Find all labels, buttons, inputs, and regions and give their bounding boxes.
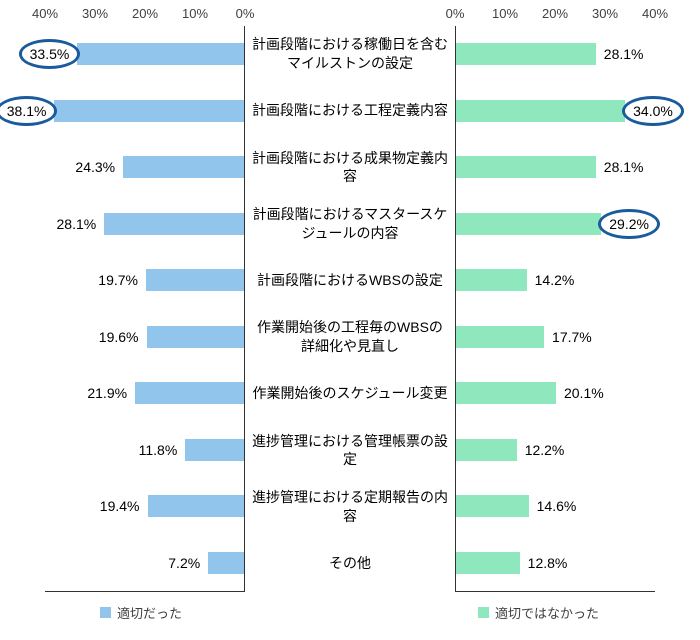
bar-row: 19.4% — [45, 478, 244, 535]
value-label: 24.3% — [75, 159, 116, 176]
legend-label-right: 適切ではなかった — [495, 606, 600, 621]
bar-left — [146, 269, 244, 292]
value-label: 19.4% — [99, 498, 140, 515]
bar-right — [456, 551, 520, 574]
right-plot-area: 28.1% 34.0% 28.1% 29.2% 14.2% 17.7% 20.1% 12.2%… — [455, 26, 684, 592]
bar-row: 7.2% — [45, 535, 244, 592]
bar-row: 14.2% — [456, 252, 655, 309]
value-label: 28.1% — [56, 215, 97, 232]
bar-left — [208, 551, 244, 574]
bar-row: 11.8% — [45, 422, 244, 479]
category-label: その他 — [329, 555, 371, 572]
category-label: 計画段階における工程定義内容 — [252, 102, 448, 119]
value-label: 12.2% — [524, 441, 565, 458]
bar-right — [456, 438, 517, 461]
legend-swatch-right — [478, 607, 489, 618]
axis-tick: 20% — [541, 6, 569, 21]
bar-right — [456, 495, 529, 518]
left-axis: 40% 30% 20% 10% 0% — [32, 6, 254, 22]
highlight-ellipse — [598, 208, 660, 239]
bar-row: 21.9% — [45, 365, 244, 422]
value-label: 29.2% — [598, 208, 660, 239]
bar-row: 19.7% — [45, 252, 244, 309]
value-label: 21.9% — [87, 385, 128, 402]
category-label: 計画段階におけるWBSの設定 — [257, 272, 443, 289]
bar-left — [77, 43, 244, 66]
value-label: 11.8% — [138, 441, 178, 458]
legend-label-left: 適切だった — [117, 606, 183, 621]
bar-right — [456, 325, 545, 348]
bar-left — [185, 438, 244, 461]
value-label: 33.5% — [18, 39, 81, 70]
category-label: 作業開始後の工程毎のWBSの詳細化や見直し — [257, 319, 443, 355]
value-label: 28.1% — [603, 159, 644, 176]
bar-right — [456, 156, 596, 179]
value-label: 12.8% — [527, 554, 568, 571]
bar-row: 29.2% — [456, 196, 660, 253]
value-label: 19.6% — [98, 328, 139, 345]
bar-left — [104, 212, 244, 235]
legend-right: 適切ではなかった — [478, 603, 599, 622]
value-label: 34.0% — [622, 95, 684, 126]
bar-right — [456, 212, 602, 235]
bar-right — [456, 99, 626, 122]
axis-tick: 10% — [491, 6, 519, 21]
left-plot-area: 33.5% 38.1% 24.3% 28.1% 19.7% 19.6% 21.9% 11.8%… — [0, 26, 245, 592]
bar-left — [147, 495, 244, 518]
bar-row: 17.7% — [456, 309, 655, 366]
bar-row: 19.6% — [45, 309, 244, 366]
bar-left — [123, 156, 244, 179]
category-labels-column: 計画段階における稼働日を含むマイルストンの設定 計画段階における工程定義内容 計画段… — [246, 26, 454, 592]
bar-right — [456, 269, 527, 292]
axis-tick: 0% — [445, 6, 465, 21]
highlight-ellipse — [622, 95, 684, 126]
axis-tick: 40% — [641, 6, 669, 21]
value-label: 17.7% — [552, 328, 592, 345]
bar-left — [135, 382, 244, 405]
axis-tick: 30% — [81, 6, 109, 21]
bar-row: 38.1% — [0, 83, 244, 140]
highlight-ellipse — [18, 39, 81, 70]
value-label: 7.2% — [168, 554, 201, 571]
legend-swatch-left — [100, 607, 111, 618]
category-label: 進捗管理における管理帳票の設定 — [252, 432, 448, 468]
bar-row: 28.1% — [456, 26, 655, 83]
highlight-ellipse — [0, 95, 58, 126]
bar-row: 12.8% — [456, 535, 655, 592]
bar-row: 24.3% — [45, 139, 244, 196]
category-label: 計画段階における稼働日を含むマイルストンの設定 — [252, 36, 448, 72]
category-label: 計画段階における成果物定義内容 — [252, 149, 448, 185]
right-axis: 0% 10% 20% 30% 40% — [446, 6, 668, 22]
bar-row: 34.0% — [456, 83, 684, 140]
legend-left: 適切だった — [100, 603, 182, 622]
category-label: 進捗管理における定期報告の内容 — [252, 489, 448, 525]
bar-right — [456, 382, 556, 405]
axis-tick: 40% — [31, 6, 59, 21]
axis-tick: 20% — [131, 6, 159, 21]
axis-tick: 10% — [181, 6, 209, 21]
bar-row: 33.5% — [18, 26, 244, 83]
bar-row: 20.1% — [456, 365, 655, 422]
value-label: 19.7% — [98, 272, 138, 289]
category-label: 計画段階におけるマスタースケジュールの内容 — [252, 206, 448, 242]
value-label: 14.6% — [536, 498, 577, 515]
bar-row: 14.6% — [456, 478, 655, 535]
bar-row: 12.2% — [456, 422, 655, 479]
bar-row: 28.1% — [456, 139, 655, 196]
value-label: 28.1% — [603, 46, 644, 63]
axis-tick: 0% — [235, 6, 255, 21]
bar-right — [456, 43, 596, 66]
category-label: 作業開始後のスケジュール変更 — [252, 385, 448, 402]
bar-left — [146, 325, 244, 348]
bar-row: 28.1% — [45, 196, 244, 253]
value-label: 14.2% — [534, 272, 575, 289]
axis-tick: 30% — [591, 6, 619, 21]
value-label: 20.1% — [563, 385, 604, 402]
value-label: 38.1% — [0, 95, 58, 126]
bar-left — [54, 99, 244, 122]
